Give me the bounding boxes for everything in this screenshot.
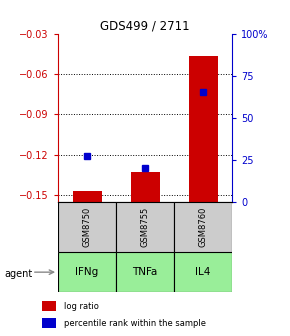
Bar bbox=[116, 252, 174, 292]
Text: GSM8750: GSM8750 bbox=[82, 207, 92, 247]
Title: GDS499 / 2711: GDS499 / 2711 bbox=[100, 19, 190, 33]
Bar bbox=[174, 252, 232, 292]
Bar bbox=[174, 202, 232, 252]
Text: GSM8760: GSM8760 bbox=[198, 207, 208, 247]
Text: log ratio: log ratio bbox=[64, 301, 99, 310]
Bar bbox=[116, 202, 174, 252]
Bar bbox=[72, 191, 102, 202]
Bar bbox=[130, 172, 160, 202]
Text: IFNg: IFNg bbox=[75, 267, 99, 277]
Text: TNFa: TNFa bbox=[132, 267, 158, 277]
Bar bbox=[58, 252, 116, 292]
Text: IL4: IL4 bbox=[195, 267, 211, 277]
Bar bbox=[58, 202, 116, 252]
Text: percentile rank within the sample: percentile rank within the sample bbox=[64, 319, 206, 328]
Text: agent: agent bbox=[4, 269, 32, 279]
Bar bbox=[188, 56, 218, 202]
Bar bbox=[42, 301, 55, 311]
Text: GSM8755: GSM8755 bbox=[140, 207, 150, 247]
Bar bbox=[42, 318, 55, 328]
